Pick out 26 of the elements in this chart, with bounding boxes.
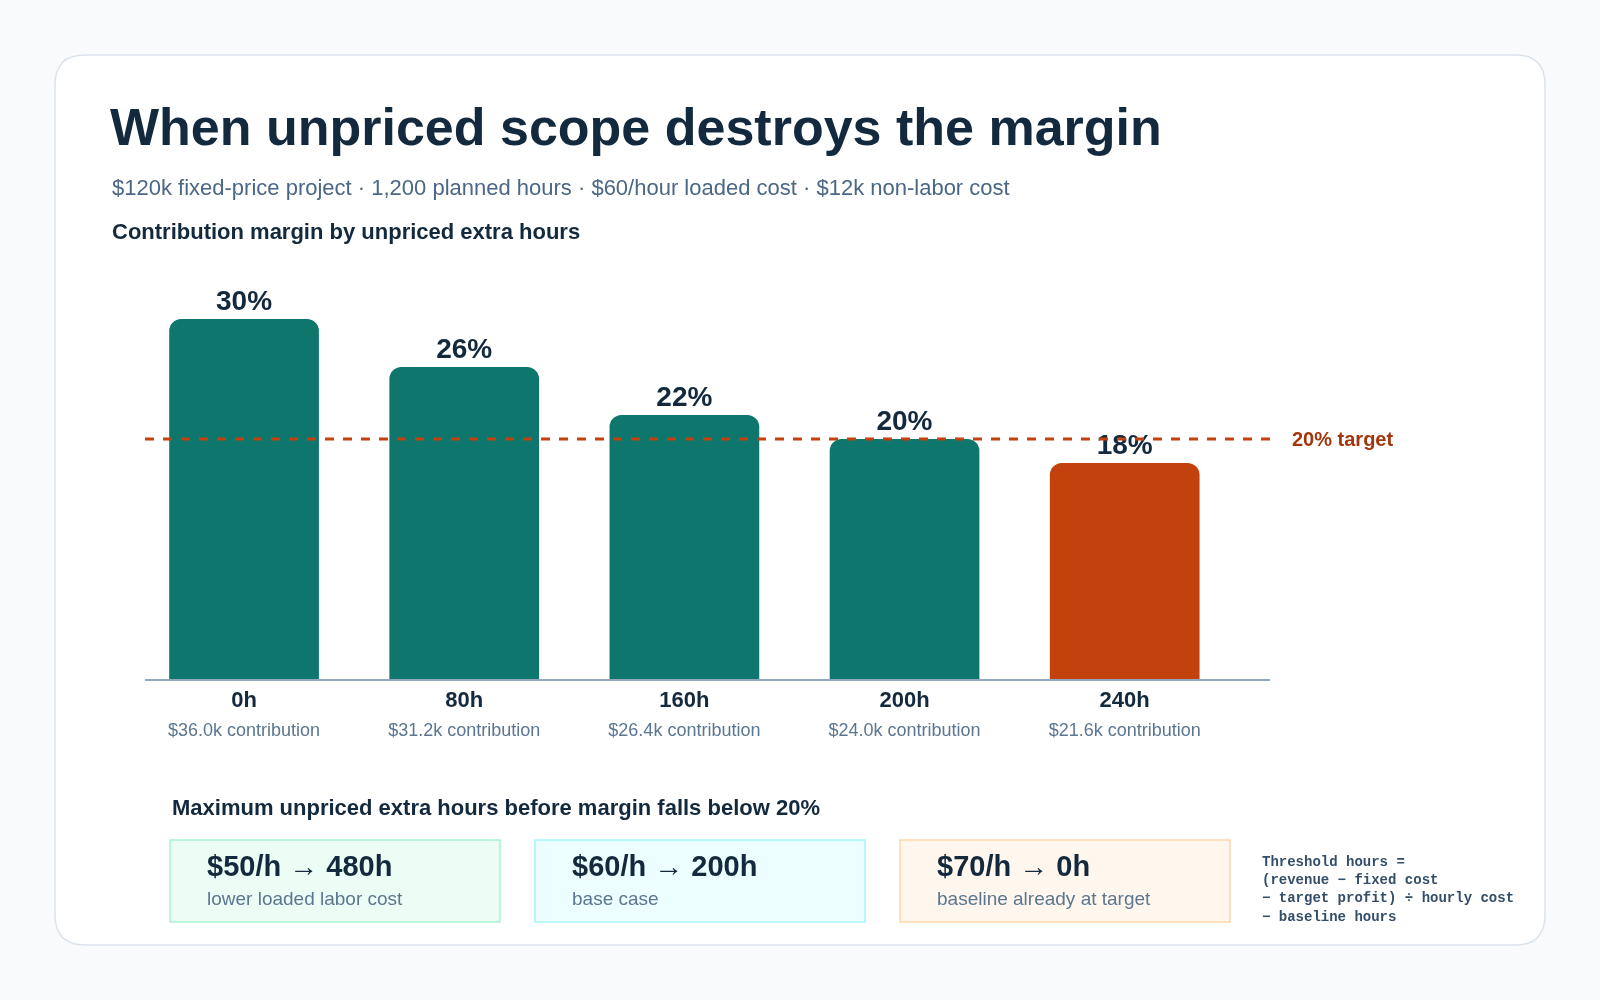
ref-line-label: 20% target [1292, 428, 1394, 450]
text: Contribution margin by unpriced extra hours [112, 219, 581, 244]
text: lower loaded labor cost [207, 888, 404, 909]
text: $70/h → 0h [937, 850, 1091, 882]
bar [389, 366, 540, 679]
bar [829, 438, 980, 679]
bar [609, 414, 760, 679]
x-tick-label: 240h $21.6k contribution [1048, 687, 1201, 740]
data-label: 26% [436, 332, 493, 364]
text: Maximum unpriced extra hours before margin falls below 20% [172, 795, 820, 820]
data-label: 20% [876, 404, 933, 436]
data-label: 22% [656, 380, 713, 412]
text: baseline already at target [937, 888, 1152, 909]
chart-subtitle: $120k fixed-price project · 1,200 planned hours · $60/hour loaded cost · $12k non-labor cost [112, 175, 1010, 200]
text: $50/h → 480h [207, 850, 393, 882]
text: base case [572, 888, 659, 909]
data-label: 30% [216, 284, 273, 316]
text: $60/h → 200h [572, 850, 758, 882]
x-tick-label: 160h $26.4k contribution [608, 687, 761, 740]
chart-title: When unpriced scope destroys the margin [110, 98, 1162, 156]
x-tick-label: 80h $31.2k contribution [388, 687, 541, 740]
bar [169, 318, 319, 679]
x-tick-label: 0h $36.0k contribution [168, 687, 321, 740]
bar [1049, 462, 1200, 679]
x-tick-label: 200h $24.0k contribution [828, 687, 981, 740]
text: Threshold hours = (revenue − fixed cost − target profit) ÷ hourly cost − baseline hours [1262, 854, 1515, 925]
